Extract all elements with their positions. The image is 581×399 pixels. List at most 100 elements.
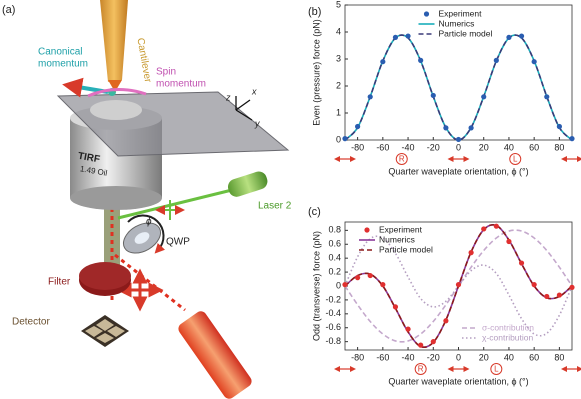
axis-letter: y [254,118,260,128]
x-tick-label: 40 [504,142,514,152]
y-tick-label: 2 [336,80,341,90]
data-point [531,59,537,65]
data-point [380,59,386,65]
data-point [544,293,550,300]
handedness-label: R [399,155,405,164]
objective-label: TIRF [77,151,101,166]
y-axis-label: Even (pressure) force (pN) [311,19,321,126]
data-point [556,292,562,298]
legend-label: χ-contribution [482,332,534,342]
data-point [455,136,462,143]
red-beam [114,253,186,312]
legend-label: Numerics [439,18,475,28]
data-point [367,94,373,100]
data-point [569,284,575,290]
x-tick-label: -20 [427,142,440,152]
illustration: (a) Cantilever Canonical momentum Spin m… [2,0,292,399]
y-tick-label: -0.4 [325,308,341,318]
objective-base [70,186,162,210]
data-point [481,94,487,100]
rotation-arrow [127,214,166,254]
qwp-label: QWP [166,237,190,248]
data-point [443,125,449,131]
handedness-label: R [418,365,424,374]
data-point [405,33,411,39]
y-tick-label: 3 [336,53,341,63]
axis-letter: z [225,92,231,102]
x-tick-label: 20 [479,352,489,362]
detector [81,315,129,347]
legend-label: Particle model [379,244,433,254]
y-tick-label: 0.2 [328,266,341,276]
data-point [506,34,512,41]
series-line [344,34,573,141]
filter-label: Filter [48,277,71,288]
data-point [468,125,474,131]
data-point [481,226,487,232]
data-point [531,282,537,288]
handedness-circle [414,363,427,375]
data-point [418,342,424,348]
axis-letter: x [251,86,257,96]
x-tick-label: 0 [456,142,461,152]
polarization-green [155,200,185,220]
handedness-label: L [494,365,499,374]
data-point [342,282,348,288]
data-point [405,326,411,332]
data-point [418,57,424,63]
data-point [367,272,373,279]
data-point [506,238,512,245]
data-point [569,136,575,142]
data-point [355,275,361,281]
y-tick-label: 0.8 [328,225,341,235]
data-point [493,57,499,63]
x-tick-label: -80 [351,352,364,362]
x-tick-label: 60 [529,352,539,362]
laser-2-label: Laser 2 [258,201,292,212]
y-tick-label: -0.8 [325,336,341,346]
y-tick-label: 5 [336,0,341,9]
cantilever [100,0,128,82]
legend-swatch [423,11,430,17]
handedness-circle [509,153,522,165]
angle-label: ϕ [146,217,152,228]
x-tick-label: -40 [402,142,415,152]
data-point [355,123,361,130]
data-point [380,282,386,288]
y-tick-label: 1 [336,107,341,117]
handedness-circle [490,363,503,375]
x-tick-label: -60 [376,352,389,362]
spin-label: Spin [156,67,176,78]
legend-label: σ-contribution [482,322,534,332]
data-point [493,223,499,229]
x-tick-label: 80 [554,352,564,362]
legend-label: Experiment [379,224,423,234]
laser-1 [178,311,252,399]
y-tick-label: 0.4 [328,253,341,263]
canonical-label: momentum [38,59,88,70]
polarization [116,268,164,312]
legend-label: Particle model [439,28,493,38]
cantilever-label: Cantilever [134,37,153,84]
x-tick-label: 20 [479,142,489,152]
data-point [556,123,562,130]
qwp-inner [134,232,150,244]
data-point [544,94,550,100]
laser-2 [227,171,268,197]
legend-label: Numerics [379,234,415,244]
detector-label: Detector [12,317,50,328]
data-point [455,282,462,288]
x-tick-label: -60 [376,142,389,152]
x-axis-label: Quarter waveplate orientation, ϕ (°) [388,166,528,176]
y-tick-label: 0 [336,280,341,290]
data-point [392,304,399,310]
data-point [518,260,525,266]
x-tick-label: 0 [456,352,461,362]
canonical-label: Canonical [38,47,82,58]
objective-lens [90,100,142,120]
x-tick-label: -80 [351,142,364,152]
spin-label: momentum [156,79,206,90]
data-point [443,318,449,324]
panel-label: (a) [2,4,15,16]
